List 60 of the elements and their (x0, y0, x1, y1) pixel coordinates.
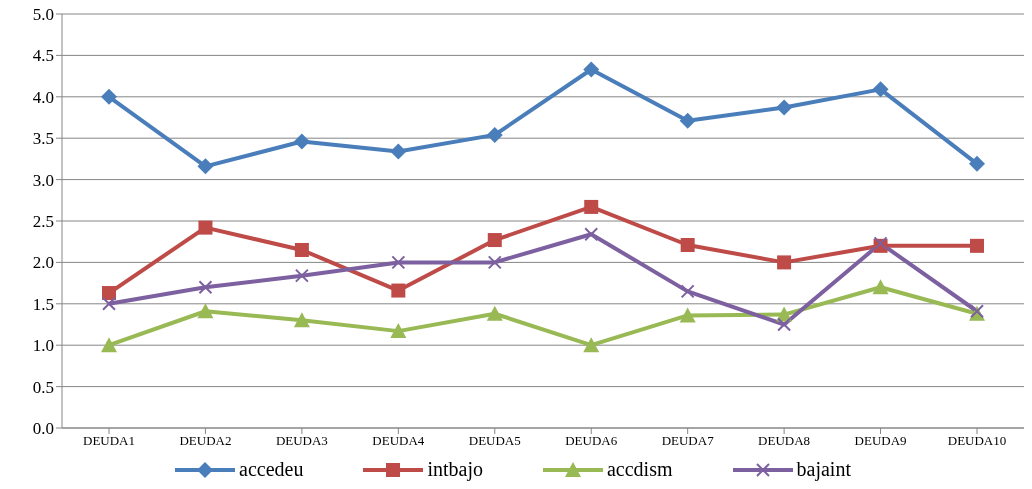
y-tick-label: 1.5 (32, 294, 54, 314)
point (487, 255, 502, 270)
y-tick-label: 5.0 (32, 5, 54, 25)
point (583, 61, 600, 78)
x-tick-label: DEUDA10 (947, 433, 1007, 449)
point (198, 280, 213, 295)
y-tick-label: 4.0 (32, 87, 54, 107)
x-tick-label: DEUDA6 (565, 433, 618, 449)
y-tick-label: 1.0 (32, 336, 54, 356)
point (198, 220, 213, 235)
x-tick-label: DEUDA3 (275, 433, 328, 449)
y-tick-label: 2.0 (32, 253, 54, 273)
legend-label: accedeu (239, 458, 304, 481)
point (584, 227, 599, 242)
x-tick-label: DEUDA2 (179, 433, 232, 449)
point (197, 303, 214, 319)
point (679, 112, 696, 129)
x-tick-label: DEUDA9 (854, 433, 907, 449)
point (487, 233, 502, 248)
point (294, 242, 309, 257)
point (777, 255, 792, 270)
point (584, 199, 599, 214)
point (390, 323, 407, 339)
x-tick-label: DEUDA4 (372, 433, 425, 449)
legend-label: accdism (606, 458, 673, 481)
point (390, 143, 407, 160)
point (101, 337, 117, 353)
y-tick-label: 0.5 (32, 377, 54, 397)
point (872, 279, 889, 295)
point (680, 238, 695, 253)
point (486, 126, 503, 143)
x-tick-label: DEUDA8 (758, 433, 811, 449)
point (486, 305, 503, 321)
point (776, 99, 793, 116)
point (391, 255, 406, 270)
point (583, 337, 600, 353)
y-tick-label: 0.0 (32, 419, 54, 439)
point (679, 307, 696, 323)
point (293, 312, 310, 328)
legend-label: bajaint (796, 458, 851, 481)
point (969, 155, 985, 172)
point (102, 296, 116, 311)
point (391, 283, 406, 298)
point (777, 317, 792, 332)
point (680, 284, 695, 299)
point (197, 158, 214, 175)
point (101, 88, 117, 105)
y-tick-label: 4.5 (32, 46, 54, 66)
point (294, 268, 309, 283)
point (970, 238, 984, 253)
point (293, 133, 310, 150)
legend-label: intbajo (427, 458, 483, 481)
x-tick-label: DEUDA7 (661, 433, 715, 449)
x-tick-label: DEUDA1 (83, 433, 135, 449)
x-tick-label: DEUDA5 (468, 433, 521, 449)
y-tick-label: 2.5 (32, 212, 54, 232)
y-tick-label: 3.0 (32, 170, 54, 190)
y-tick-label: 3.5 (32, 129, 54, 149)
point (872, 81, 889, 98)
point (102, 286, 116, 301)
